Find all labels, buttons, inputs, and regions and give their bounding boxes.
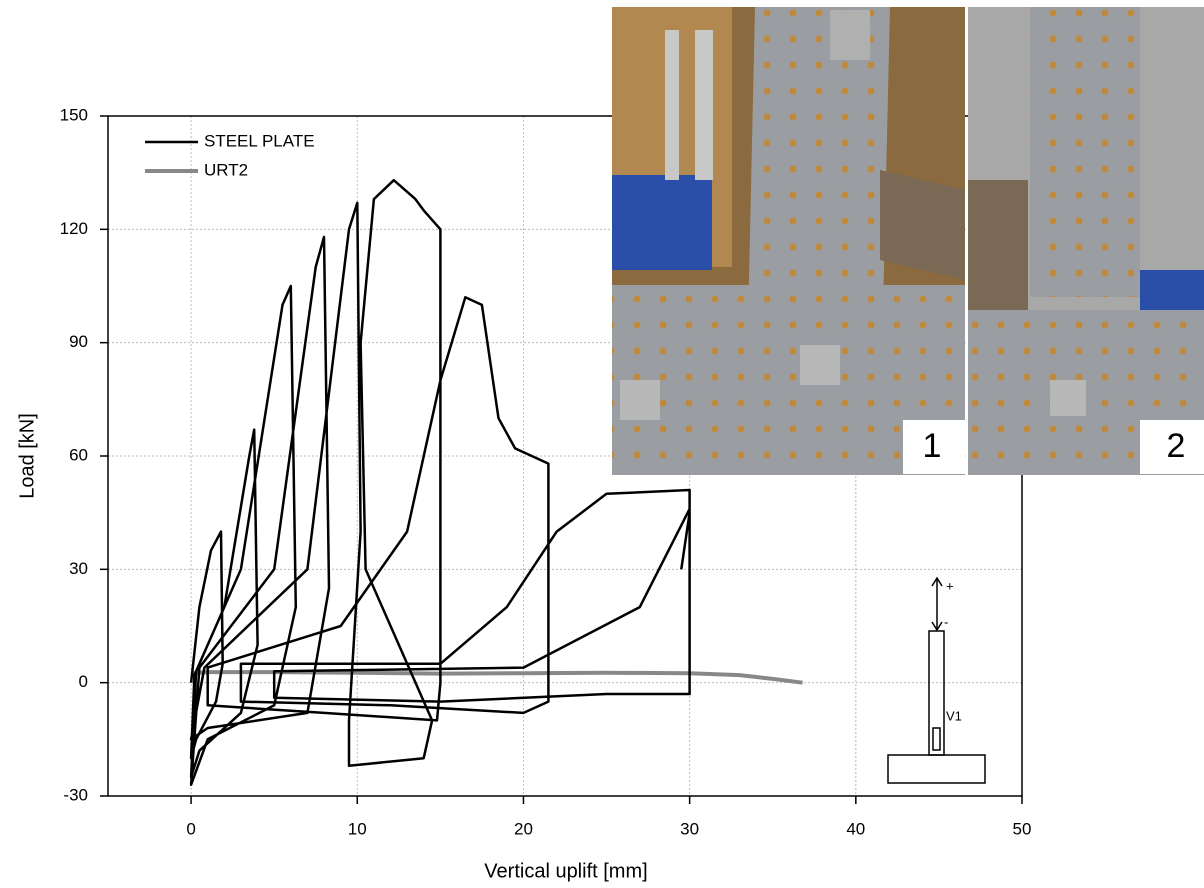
series-line [190, 670, 803, 685]
inset-label: + [946, 578, 954, 593]
x-tick-label: 10 [348, 819, 367, 838]
y-tick-label: 60 [69, 445, 88, 464]
y-tick-label: 150 [60, 105, 88, 124]
y-tick-label: 30 [69, 559, 88, 578]
y-tick-label: -30 [63, 785, 88, 804]
x-tick-label: 50 [1013, 819, 1032, 838]
y-tick-label: 0 [79, 672, 88, 691]
photo [968, 7, 1204, 475]
y-tick-label: 90 [69, 332, 88, 351]
legend-label: STEEL PLATE [204, 131, 315, 150]
photo-label: 2 [1167, 427, 1186, 465]
photo [612, 7, 965, 475]
inset-label: V1 [946, 708, 962, 723]
x-tick-label: 0 [186, 819, 195, 838]
photo-label: 1 [923, 427, 942, 465]
legend-label: URT2 [204, 160, 248, 179]
x-tick-label: 40 [846, 819, 865, 838]
y-tick-label: 120 [60, 219, 88, 238]
inset-sketch [887, 576, 986, 784]
series-line [189, 178, 691, 786]
inset-label: - [944, 614, 948, 629]
x-tick-label: 20 [514, 819, 533, 838]
x-tick-label: 30 [680, 819, 699, 838]
y-axis-label: Load [kN] [16, 413, 38, 499]
x-axis-label: Vertical uplift [mm] [484, 860, 647, 882]
